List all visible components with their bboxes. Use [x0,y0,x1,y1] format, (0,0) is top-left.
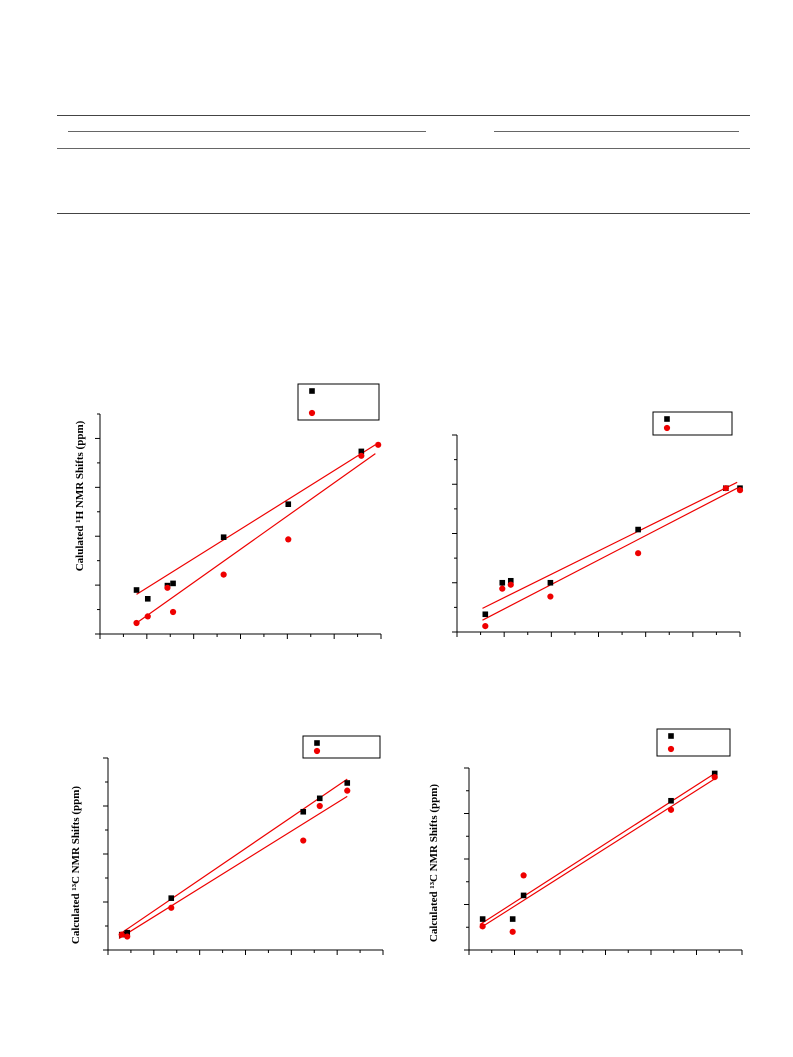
data-point-square [358,448,365,455]
legend-marker-square [664,416,670,422]
data-point-square [509,916,516,922]
data-point-circle [169,608,177,616]
legend-marker-square [314,740,320,746]
y-axis-label: Calculated ¹³C NMR Shifts (ppm) [70,786,82,944]
data-point-square [507,577,514,584]
data-point-circle [344,787,351,794]
data-point-circle [520,872,527,879]
chart-13c-b: Calculated ¹³C NMR Shifts (ppm) [428,728,743,955]
data-point-circle [358,452,365,459]
data-point-square [124,929,131,936]
chart-13c-a: Calculated ¹³C NMR Shifts (ppm) [70,735,384,955]
legend-marker-square [668,733,674,739]
data-point-circle [667,806,675,813]
data-point-circle [118,931,125,938]
table-top-rule [57,115,750,116]
data-point-circle [499,585,506,592]
data-point-square [479,916,486,922]
data-point-circle [736,487,744,494]
data-point-square [520,892,527,899]
legend-marker-circle [313,747,321,755]
data-point-square [133,587,140,593]
data-point-circle [509,928,516,935]
data-point-square [547,579,554,586]
data-point-circle [507,581,514,588]
data-point-circle [722,485,729,492]
data-point-square [635,526,641,533]
fit-line [118,795,348,939]
data-point-circle [220,571,227,578]
legend-marker-circle [663,424,671,432]
data-point-square [168,895,175,901]
data-point-square [285,501,292,507]
data-point-square [316,795,323,802]
data-point-circle [547,593,554,600]
legend-box [656,728,731,757]
fit-line [136,453,376,624]
data-point-circle [285,536,292,543]
chart-1h-b [452,411,744,637]
table-bottom-rule [57,213,750,214]
fit-line [479,772,716,926]
chart-1h-a: Calulated ¹H NMR Shifts (ppm) [74,383,382,639]
legend-marker-circle [667,745,675,753]
legend-box [652,411,733,436]
data-point-square [499,579,506,586]
data-point-circle [711,774,718,781]
fit-line [118,778,348,936]
data-point-square [144,596,151,602]
data-point-circle [144,613,151,620]
fit-line [479,778,716,929]
data-point-square [711,770,718,777]
data-point-circle [479,923,486,930]
data-point-circle [124,933,131,940]
data-point-circle [133,619,140,627]
data-point-square [482,611,489,618]
data-point-square [300,808,307,815]
legend-marker-circle [308,409,316,417]
fit-line [482,481,738,609]
data-point-square [344,780,351,786]
table-group-rule-left [68,131,426,132]
data-point-circle [375,441,382,448]
fit-line [482,487,738,621]
data-point-circle [482,622,489,630]
data-point-circle [164,584,171,591]
data-point-square [170,580,176,587]
data-point-square [668,797,674,804]
fit-line [136,444,376,595]
legend-box [302,735,381,759]
data-point-circle [635,550,642,557]
y-axis-label: Calulated ¹H NMR Shifts (ppm) [74,420,86,571]
y-axis-label: Calculated ¹³C NMR Shifts (ppm) [428,784,440,942]
data-point-circle [316,802,323,810]
table-header-rule [57,148,750,149]
data-point-square [220,534,227,540]
table-group-rule-right [494,131,739,132]
legend-marker-square [309,388,315,394]
data-point-circle [300,837,307,844]
data-point-circle [168,904,175,911]
